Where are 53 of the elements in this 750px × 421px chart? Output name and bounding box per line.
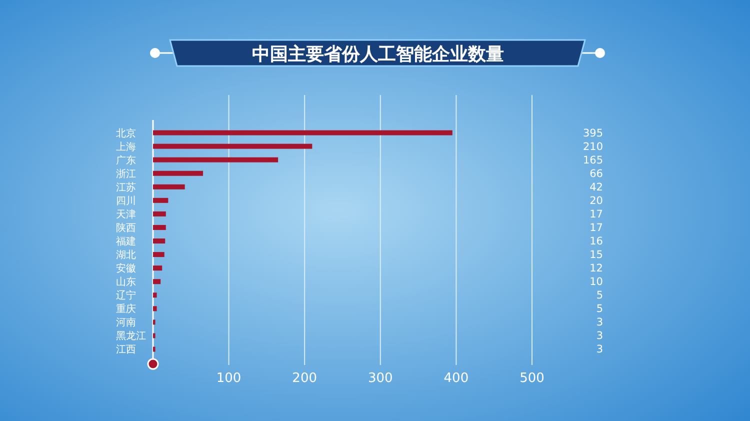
- bar: [153, 279, 161, 284]
- y-tick-label: 江苏: [116, 181, 136, 194]
- y-tick-label: 北京: [116, 127, 136, 140]
- y-tick-label: 浙江: [116, 168, 136, 180]
- data-label: 42: [590, 181, 603, 194]
- y-tick-label: 陕西: [116, 222, 136, 234]
- y-tick-label: 山东: [116, 276, 136, 288]
- data-label: 395: [582, 127, 603, 140]
- x-tick-label: 200: [292, 371, 318, 386]
- data-label: 20: [590, 194, 603, 207]
- bar: [153, 130, 452, 136]
- y-tick-label: 辽宁: [116, 290, 136, 302]
- data-label: 12: [590, 262, 603, 275]
- y-tick-label: 天津: [116, 208, 136, 220]
- y-tick-label: 江西: [116, 344, 136, 356]
- data-label: 3: [596, 330, 603, 342]
- data-label: 5: [596, 290, 603, 302]
- data-label: 17: [590, 208, 603, 220]
- x-tick-label: 500: [520, 371, 544, 386]
- bar: [153, 224, 166, 230]
- data-label: 15: [590, 249, 603, 262]
- data-label: 10: [590, 276, 603, 288]
- data-label: 17: [590, 222, 603, 234]
- bar: [153, 184, 185, 190]
- bar: [153, 157, 278, 162]
- y-tick-label: 河南: [116, 316, 136, 329]
- y-tick-label: 四川: [116, 194, 136, 207]
- y-tick-label: 湖北: [116, 249, 136, 262]
- bar: [153, 266, 162, 271]
- x-tick-label: 100: [216, 371, 242, 386]
- bar: [153, 170, 204, 176]
- x-tick-label: 400: [444, 371, 469, 386]
- y-tick-label: 福建: [116, 236, 136, 248]
- y-tick-label: 上海: [116, 140, 136, 153]
- y-tick-label: 黑龙江: [116, 330, 146, 342]
- bar: [153, 238, 166, 244]
- data-label: 165: [582, 154, 603, 166]
- y-tick-label: 安徽: [116, 262, 136, 275]
- data-label: 210: [582, 140, 603, 153]
- data-label: 3: [596, 344, 603, 356]
- bar: [153, 306, 157, 312]
- bar: [153, 198, 168, 203]
- data-label: 16: [590, 236, 604, 248]
- x-tick-label: 300: [368, 371, 393, 386]
- bar: [153, 292, 157, 298]
- y-tick-label: 重庆: [116, 303, 136, 316]
- data-label: 66: [590, 168, 604, 180]
- data-label: 3: [596, 316, 603, 329]
- bar: [153, 252, 164, 258]
- data-label: 5: [596, 303, 603, 316]
- bar: [153, 211, 166, 216]
- y-tick-label: 广东: [116, 154, 136, 166]
- bar: [153, 144, 312, 149]
